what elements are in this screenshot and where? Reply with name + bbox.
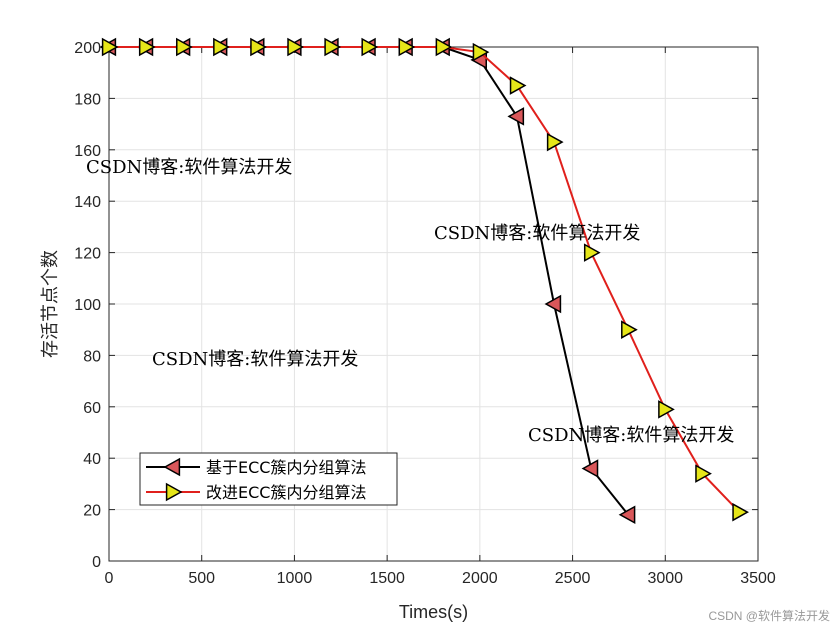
x-tick-label: 500: [188, 570, 215, 587]
legend-marker: [165, 482, 183, 502]
legend-box: [139, 452, 398, 506]
legend-label: 改进ECC簇内分组算法: [206, 483, 366, 502]
y-tick-label: 80: [83, 348, 101, 365]
credit-text: CSDN @软件算法开发: [708, 609, 830, 623]
data-point: [509, 76, 527, 95]
data-point: [287, 37, 304, 57]
legend-marker: [163, 457, 181, 477]
data-point: [658, 400, 675, 419]
y-tick-label: 160: [74, 143, 101, 160]
data-point: [546, 132, 564, 152]
data-point: [583, 243, 601, 262]
y-tick-label: 20: [83, 503, 101, 520]
data-point: [138, 37, 156, 57]
data-point: [324, 37, 342, 57]
y-axis-label: 存活节点个数: [40, 250, 61, 358]
data-point: [361, 37, 379, 57]
data-point: [618, 505, 636, 525]
data-point: [695, 464, 712, 483]
data-point: [101, 37, 119, 57]
watermark-1: CSDN博客:软件算法开发: [86, 157, 293, 178]
y-tick-label: 140: [74, 194, 101, 211]
y-tick-label: 0: [92, 554, 101, 571]
watermark-4: CSDN博客:软件算法开发: [528, 425, 735, 446]
y-tick-label: 180: [74, 91, 101, 108]
x-tick-label: 0: [105, 570, 114, 587]
y-tick-label: 120: [74, 246, 101, 263]
data-point: [398, 37, 416, 57]
data-point: [621, 320, 638, 339]
x-tick-label: 2000: [462, 570, 498, 587]
x-tick-label: 1000: [277, 570, 313, 587]
x-tick-label: 3000: [647, 570, 683, 587]
series-2: [101, 37, 750, 522]
y-tick-label: 100: [74, 297, 101, 314]
data-point: [581, 459, 599, 478]
x-tick-label: 2500: [555, 570, 591, 587]
data-point: [472, 42, 490, 62]
data-point: [507, 107, 525, 126]
x-tick-label: 3500: [740, 570, 776, 587]
data-point: [435, 37, 453, 57]
data-point: [732, 502, 750, 522]
x-axis-label: Times(s): [399, 602, 468, 622]
data-point: [544, 294, 562, 314]
x-tick-label: 1500: [369, 570, 405, 587]
watermark-2: CSDN博客:软件算法开发: [434, 223, 641, 244]
data-point: [250, 37, 267, 57]
y-tick-label: 60: [83, 400, 101, 417]
data-point: [176, 37, 193, 57]
watermark-3: CSDN博客:软件算法开发: [152, 349, 359, 370]
y-tick-label: 40: [83, 451, 101, 468]
y-tick-label: 200: [74, 40, 101, 57]
legend-label: 基于ECC簇内分组算法: [206, 458, 366, 477]
data-point: [213, 37, 230, 57]
